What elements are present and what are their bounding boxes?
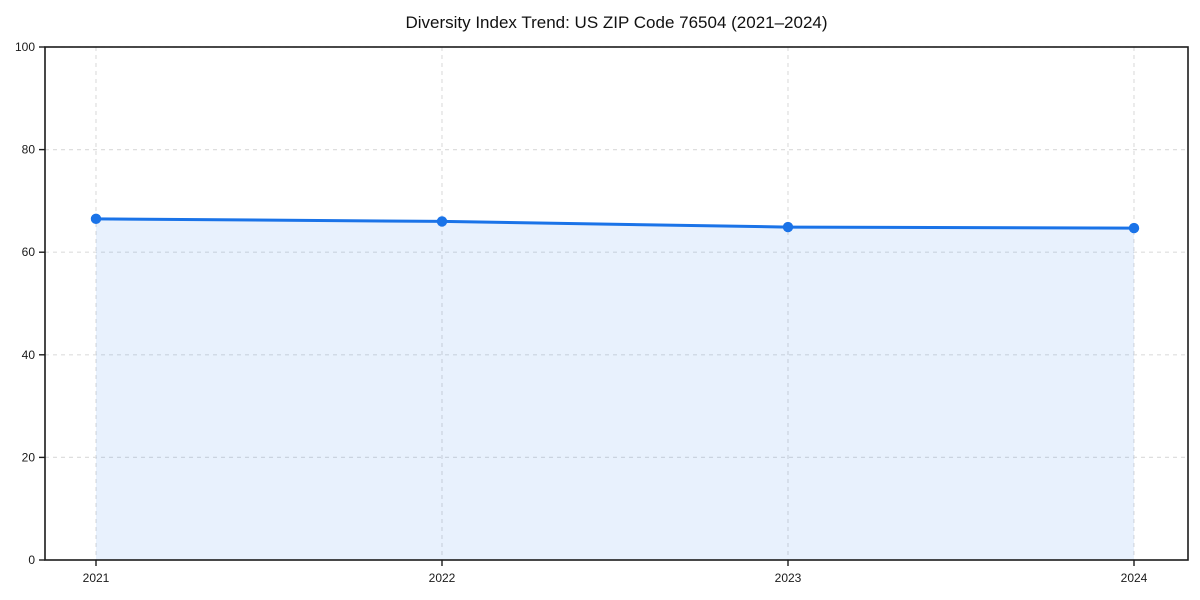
area-fill [96, 218, 1134, 561]
y-tick-label: 80 [22, 143, 36, 157]
data-point-2021 [90, 213, 102, 225]
y-tick-label: 60 [22, 245, 36, 259]
y-tick-label: 100 [15, 40, 35, 54]
data-point-2022 [436, 216, 448, 227]
y-tick-label: 40 [22, 348, 36, 362]
chart-title: Diversity Index Trend: US ZIP Code 76504… [405, 13, 828, 32]
x-tick-label: 2023 [775, 571, 802, 585]
data-point-2023 [782, 221, 794, 233]
trend-line [94, 217, 1136, 230]
data-point-2024 [1128, 222, 1140, 234]
y-tick-label: 20 [22, 450, 36, 464]
x-tick-label: 2021 [83, 571, 110, 585]
plot-border [44, 46, 1189, 561]
x-tick-label: 2022 [429, 571, 456, 585]
x-tick-label: 2024 [1121, 571, 1148, 585]
y-tick-label: 0 [28, 553, 35, 567]
